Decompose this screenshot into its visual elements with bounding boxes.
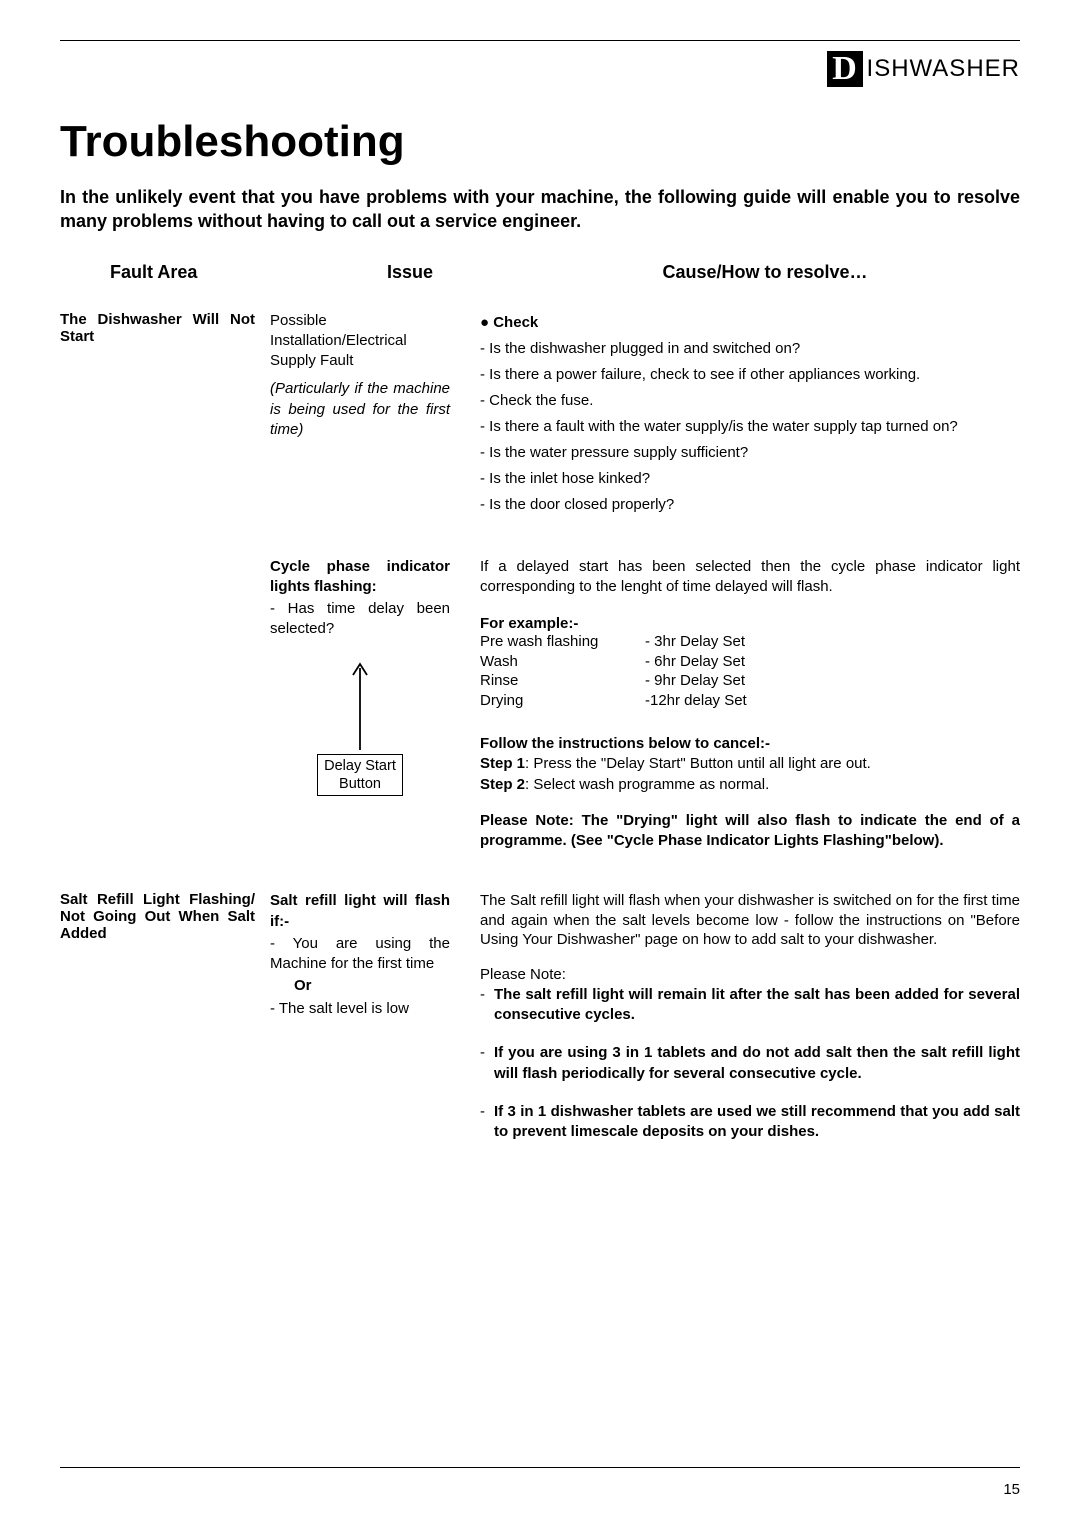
check-item: - Is the dishwasher plugged in and switc… <box>480 337 1020 361</box>
step1-b: Step 1 <box>480 755 525 772</box>
salt-note-text: The salt refill light will remain lit af… <box>494 985 1020 1026</box>
example-left: Rinse <box>480 671 645 691</box>
issue-cycle-flashing: Cycle phase indicator lights flashing: <box>270 557 450 598</box>
issue-install-note: (Particularly if the machine is being us… <box>270 379 450 440</box>
check-item: - Is the door closed properly? <box>480 493 1020 517</box>
intro-text: In the unlikely event that you have prob… <box>60 185 1020 234</box>
example-row: Rinse- 9hr Delay Set <box>480 671 1020 691</box>
page-title: Troubleshooting <box>60 117 1020 167</box>
check-item: - Is the water pressure supply sufficien… <box>480 441 1020 465</box>
dash-icon: - <box>480 1043 494 1084</box>
issue-salt-li2: - The salt level is low <box>270 999 450 1019</box>
fault-wont-start: The Dishwasher Will Not Start <box>60 311 255 345</box>
follow-title: Follow the instructions below to cancel:… <box>480 735 770 752</box>
row-wont-start: The Dishwasher Will Not Start Possible I… <box>60 311 1020 517</box>
step1-t: : Press the "Delay Start" Button until a… <box>525 755 871 772</box>
step2-t: : Select wash programme as normal. <box>525 776 769 793</box>
example-row: Drying-12hr delay Set <box>480 691 1020 711</box>
issue-install: Possible Installation/Electrical Supply … <box>270 311 450 372</box>
check-item: - Check the fuse. <box>480 389 1020 413</box>
example-right: - 6hr Delay Set <box>645 652 745 672</box>
th-issue: Issue <box>310 262 510 283</box>
example-right: - 9hr Delay Set <box>645 671 745 691</box>
salt-note-item: - If 3 in 1 dishwasher tablets are used … <box>480 1102 1020 1143</box>
example-left: Pre wash flashing <box>480 632 645 652</box>
row-cycle-flashing: Cycle phase indicator lights flashing: -… <box>60 557 1020 852</box>
arrow-up-icon <box>350 660 370 750</box>
issue-salt-or: Or <box>270 976 450 996</box>
top-rule <box>60 40 1020 41</box>
bottom-rule <box>60 1467 1020 1468</box>
salt-note-item: - The salt refill light will remain lit … <box>480 985 1020 1026</box>
issue-time-delay: - Has time delay been selected? <box>270 599 450 640</box>
dash-icon: - <box>480 985 494 1026</box>
example-left: Drying <box>480 691 645 711</box>
table-header: Fault Area Issue Cause/How to resolve… <box>60 262 1020 283</box>
drying-note: Please Note: The "Drying" light will als… <box>480 811 1020 852</box>
th-fault: Fault Area <box>110 262 310 283</box>
th-resolve: Cause/How to resolve… <box>510 262 1020 283</box>
check-item: - Is the inlet hose kinked? <box>480 467 1020 491</box>
salt-note-item: - If you are using 3 in 1 tablets and do… <box>480 1043 1020 1084</box>
salt-note-head: Please Note: <box>480 966 1020 983</box>
example-title: For example:- <box>480 615 1020 632</box>
example-left: Wash <box>480 652 645 672</box>
row-salt-refill: Salt Refill Light Flashing/ Not Going Ou… <box>60 891 1020 1142</box>
page-number: 15 <box>1003 1481 1020 1498</box>
example-row: Pre wash flashing- 3hr Delay Set <box>480 632 1020 652</box>
salt-note-text: If you are using 3 in 1 tablets and do n… <box>494 1043 1020 1084</box>
delay-start-button-label: Delay Start Button <box>317 754 403 796</box>
brand-logo: D ISHWASHER <box>60 51 1020 87</box>
check-item: - Is there a power failure, check to see… <box>480 363 1020 387</box>
delay-start-diagram: Delay Start Button <box>270 660 450 796</box>
delay-label-1: Delay Start <box>324 758 396 774</box>
resolve-delay-intro: If a delayed start has been selected the… <box>480 557 1020 598</box>
fault-salt: Salt Refill Light Flashing/ Not Going Ou… <box>60 891 255 942</box>
logo-text: ISHWASHER <box>867 51 1020 83</box>
logo-d-icon: D <box>827 51 863 87</box>
issue-salt-bold: Salt refill light will flash if:- <box>270 891 450 932</box>
step2-b: Step 2 <box>480 776 525 793</box>
example-row: Wash- 6hr Delay Set <box>480 652 1020 672</box>
dash-icon: - <box>480 1102 494 1143</box>
example-right: -12hr delay Set <box>645 691 747 711</box>
check-item: - Is there a fault with the water supply… <box>480 415 1020 439</box>
issue-salt-li1: - You are using the Machine for the firs… <box>270 934 450 975</box>
example-right: - 3hr Delay Set <box>645 632 745 652</box>
salt-resolve-intro: The Salt refill light will flash when yo… <box>480 891 1020 950</box>
check-heading: ● Check <box>480 311 1020 335</box>
delay-label-2: Button <box>339 776 381 792</box>
salt-note-text: If 3 in 1 dishwasher tablets are used we… <box>494 1102 1020 1143</box>
